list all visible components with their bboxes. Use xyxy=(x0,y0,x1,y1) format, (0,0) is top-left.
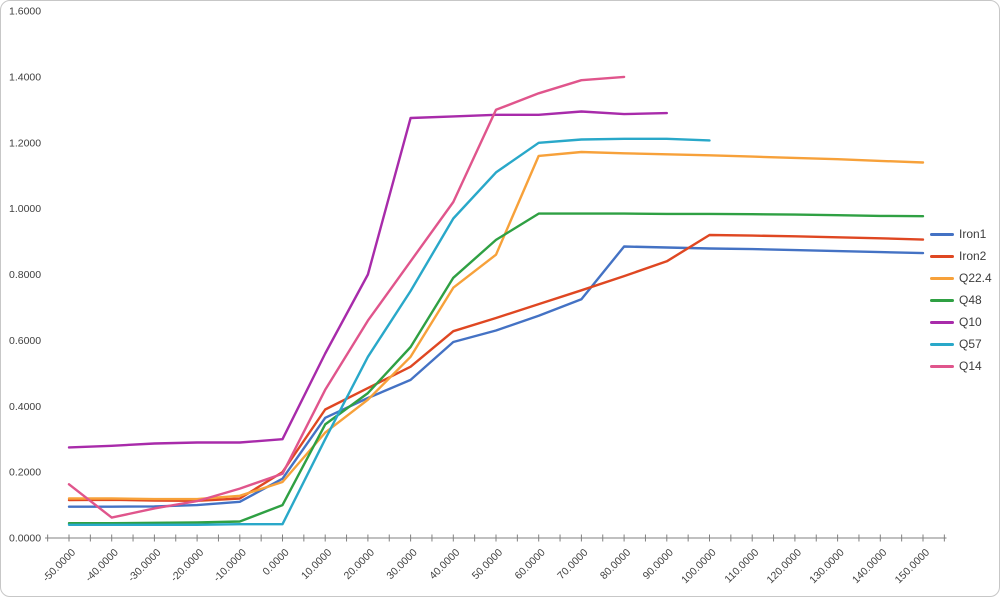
legend-label: Iron2 xyxy=(959,249,987,263)
y-axis-tick-label: 1.4000 xyxy=(9,71,41,83)
series-line-Iron2[interactable] xyxy=(67,233,925,502)
series-line-Q57[interactable] xyxy=(67,137,711,526)
y-axis-tick-label: 0.2000 xyxy=(9,467,41,479)
legend-swatch-line xyxy=(930,320,954,324)
legend-swatch-line xyxy=(930,232,954,236)
legend-label: Q22.4 xyxy=(959,271,992,285)
legend-label: Q14 xyxy=(959,359,982,373)
legend-swatch-line xyxy=(930,276,954,280)
x-axis-ticks xyxy=(47,534,945,542)
x-axis-tick-label: 60.0000 xyxy=(512,547,547,582)
legend: Iron1 Iron2 Q22.4 Q48 Q10 Q57 Q14 xyxy=(930,223,992,377)
y-axis-tick-label: 1.0000 xyxy=(9,203,41,215)
x-axis-tick-label: -20.0000 xyxy=(168,547,206,585)
y-axis-tick-label: 0.0000 xyxy=(9,533,41,545)
legend-label: Q48 xyxy=(959,293,982,307)
legend-swatch-line xyxy=(930,364,954,368)
legend-item-Iron2[interactable]: Iron2 xyxy=(930,245,992,267)
y-axis-tick-label: 0.8000 xyxy=(9,269,41,281)
x-axis-tick-label: -30.0000 xyxy=(126,547,164,585)
series-line-Q14[interactable] xyxy=(67,75,626,519)
x-axis-tick-label: -10.0000 xyxy=(211,547,249,585)
x-axis-tick-label: 120.0000 xyxy=(765,547,805,587)
y-axis-tick-label: 0.6000 xyxy=(9,335,41,347)
series-line-Q22.4[interactable] xyxy=(67,150,925,501)
x-axis-tick-label: 110.0000 xyxy=(722,547,761,586)
legend-item-Q48[interactable]: Q48 xyxy=(930,289,992,311)
legend-item-Q57[interactable]: Q57 xyxy=(930,333,992,355)
x-axis-tick-label: 30.0000 xyxy=(384,547,419,582)
legend-swatch-line xyxy=(930,298,954,302)
series-lines xyxy=(67,75,925,526)
series-line-Q10[interactable] xyxy=(67,110,668,449)
legend-label: Q10 xyxy=(959,315,982,329)
x-axis-tick-label: 140.0000 xyxy=(850,547,890,587)
x-axis-labels: -50.0000 -40.0000 -30.0000 -20.0000 -10.0000… xyxy=(40,547,932,587)
x-axis-tick-label: 100.0000 xyxy=(679,547,719,587)
legend-label: Q57 xyxy=(959,337,982,351)
legend-label: Iron1 xyxy=(959,227,987,241)
x-axis-tick-label: 40.0000 xyxy=(427,547,462,582)
legend-item-Q10[interactable]: Q10 xyxy=(930,311,992,333)
x-axis-tick-label: 10.0000 xyxy=(299,547,334,582)
x-axis-tick-label: 70.0000 xyxy=(555,547,590,582)
legend-swatch-line xyxy=(930,254,954,258)
x-axis-tick-label: 90.0000 xyxy=(641,547,676,582)
x-axis-tick-label: 20.0000 xyxy=(342,547,377,582)
series-line-Iron1[interactable] xyxy=(67,245,925,508)
legend-item-Q14[interactable]: Q14 xyxy=(930,355,992,377)
x-axis-tick-label: 150.0000 xyxy=(893,547,933,587)
x-axis-tick-label: 80.0000 xyxy=(598,547,633,582)
x-axis-tick-label: -50.0000 xyxy=(40,547,78,585)
x-axis-tick-label: 130.0000 xyxy=(807,547,847,587)
y-axis-labels: 0.0000 0.2000 0.4000 0.6000 0.8000 1.0000 1.20… xyxy=(9,6,41,545)
y-axis-tick-label: 0.4000 xyxy=(9,401,41,413)
legend-item-Q22.4[interactable]: Q22.4 xyxy=(930,267,992,289)
legend-swatch-line xyxy=(930,342,954,346)
x-axis-tick-label: 0.0000 xyxy=(260,547,291,578)
series-line-Q48[interactable] xyxy=(67,212,925,525)
legend-item-Iron1[interactable]: Iron1 xyxy=(930,223,992,245)
y-axis-tick-label: 1.2000 xyxy=(9,137,41,149)
x-axis-tick-label: -40.0000 xyxy=(83,547,121,585)
x-axis-tick-label: 50.0000 xyxy=(470,547,505,582)
y-axis-tick-label: 1.6000 xyxy=(9,6,41,18)
